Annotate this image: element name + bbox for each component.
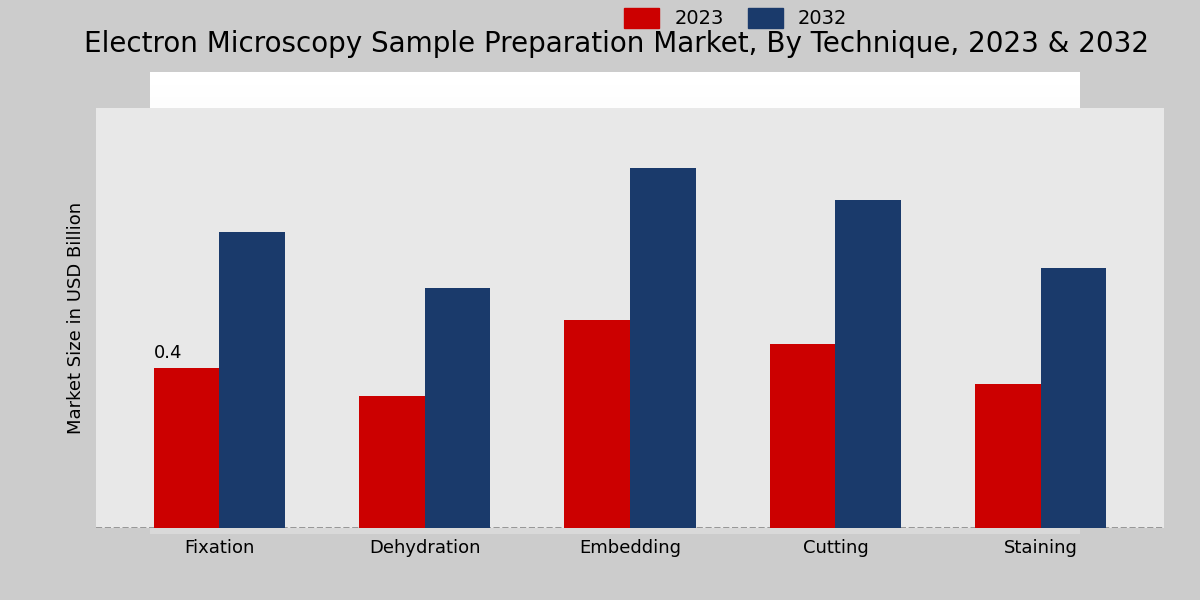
Bar [359,396,425,528]
Bar [564,320,630,528]
Text: 0.4: 0.4 [154,344,182,362]
Bar [769,344,835,528]
Text: Electron Microscopy Sample Preparation Market, By Technique, 2023 & 2032: Electron Microscopy Sample Preparation M… [84,30,1150,58]
Bar [1040,268,1106,528]
Bar [425,288,491,528]
Bar [154,368,220,528]
Bar [220,232,284,528]
Y-axis label: Market Size in USD Billion: Market Size in USD Billion [67,202,85,434]
Legend: 2023, 2032: 2023, 2032 [617,0,856,36]
Bar [630,168,696,528]
Bar [835,200,901,528]
Bar [976,384,1040,528]
